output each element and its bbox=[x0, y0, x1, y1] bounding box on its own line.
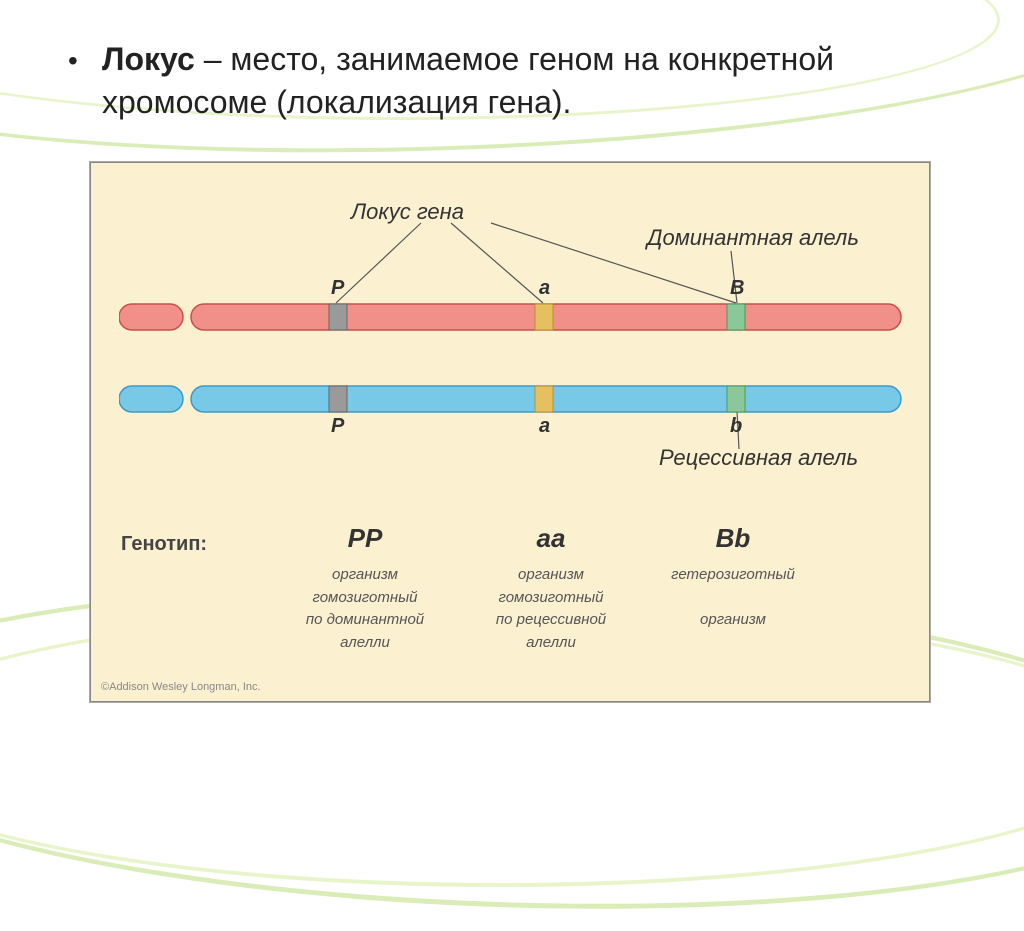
genotype-symbol-2: aa bbox=[461, 523, 641, 554]
geno-desc-line: организм bbox=[700, 611, 766, 628]
copyright-text: ©Addison Wesley Longman, Inc. bbox=[101, 681, 261, 693]
geno-desc-line: гетерозиготный bbox=[671, 566, 795, 583]
bullet-text: Локус – место, занимаемое геном на конкр… bbox=[102, 38, 974, 124]
chromosome-red: P a B bbox=[119, 303, 909, 329]
bullet-sep: – bbox=[195, 41, 231, 77]
genotype-col-3: Bb гетерозиготный организм bbox=[643, 523, 823, 632]
genotype-col-2: aa организм гомозиготный по рецессивной … bbox=[461, 523, 641, 654]
allele-label-r-a: a bbox=[539, 277, 550, 300]
locus-line-2 bbox=[451, 223, 543, 303]
geno-desc-line: по рецессивной bbox=[496, 611, 606, 628]
bullet-term: Локус bbox=[102, 41, 195, 77]
geno-desc-line: гомозиготный bbox=[312, 589, 417, 606]
allele-label-r-p: P bbox=[331, 277, 344, 300]
bullet-icon: • bbox=[68, 42, 78, 80]
allele-label-b-b: b bbox=[730, 415, 742, 438]
genotype-symbol-3: Bb bbox=[643, 523, 823, 554]
genotype-heading: Генотип: bbox=[121, 533, 207, 556]
allele-label-r-b: B bbox=[730, 277, 744, 300]
allele-label-b-a: a bbox=[539, 415, 550, 438]
geno-desc-line: алелли bbox=[340, 634, 390, 651]
bullet-definition: • Локус – место, занимаемое геном на кон… bbox=[68, 38, 974, 124]
genotype-col-1: PP организм гомозиготный по доминантной … bbox=[275, 523, 455, 654]
chromosome-red-svg bbox=[119, 303, 909, 331]
chromosome-blue-svg bbox=[119, 385, 909, 413]
geno-desc-line: алелли bbox=[526, 634, 576, 651]
label-locus: Локус гена bbox=[351, 199, 464, 225]
geno-desc-line: организм bbox=[332, 566, 398, 583]
label-dominant: Доминантная алель bbox=[647, 225, 859, 251]
locus-diagram: Локус гена Доминантная алель Рецессивная… bbox=[90, 162, 930, 702]
geno-desc-line: по доминантной bbox=[306, 611, 424, 628]
geno-desc-line: гомозиготный bbox=[498, 589, 603, 606]
genotype-symbol-1: PP bbox=[275, 523, 455, 554]
geno-desc-line: организм bbox=[518, 566, 584, 583]
genotype-desc-2: организм гомозиготный по рецессивной але… bbox=[461, 564, 641, 654]
genotype-desc-3: гетерозиготный организм bbox=[643, 564, 823, 632]
allele-label-b-p: P bbox=[331, 415, 344, 438]
locus-line-1 bbox=[336, 223, 421, 303]
label-recessive: Рецессивная алель bbox=[659, 445, 858, 471]
chromosome-blue: P a b bbox=[119, 385, 909, 411]
genotype-desc-1: организм гомозиготный по доминантной але… bbox=[275, 564, 455, 654]
